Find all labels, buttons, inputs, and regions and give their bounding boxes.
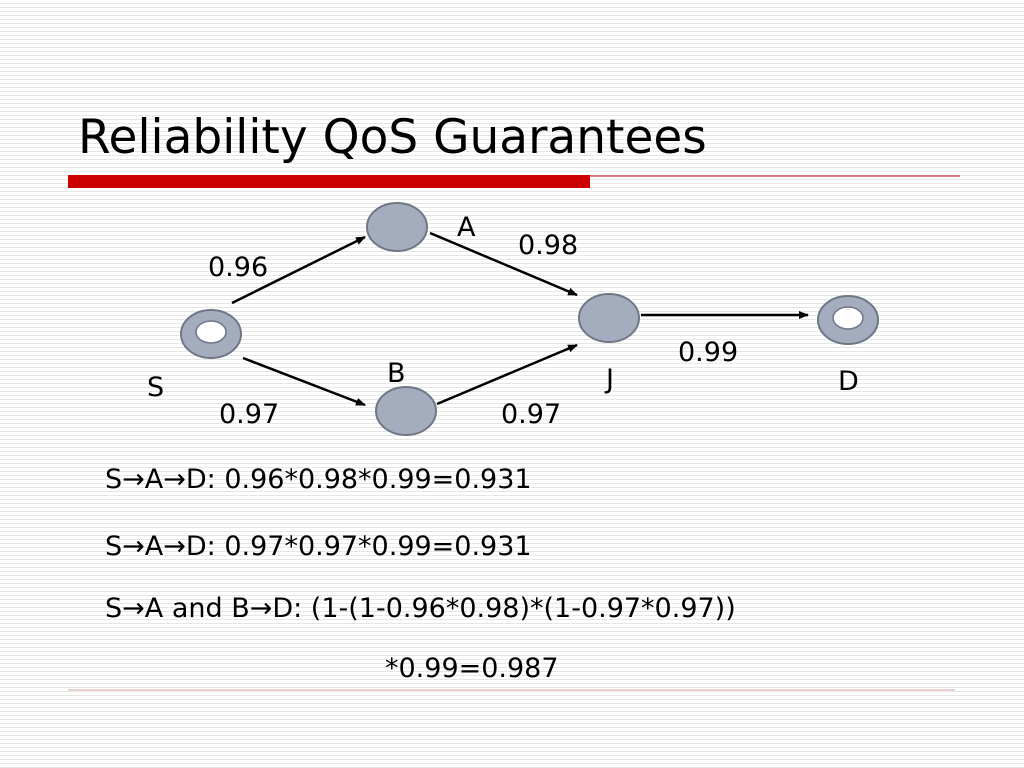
node — [375, 386, 437, 436]
edge-arrow — [242, 356, 366, 407]
edge-label: 0.99 — [678, 337, 738, 368]
edge-label: 0.96 — [208, 252, 268, 283]
edge-arrow — [436, 343, 578, 406]
node-label: B — [387, 358, 406, 389]
edge-label: 0.97 — [501, 399, 561, 430]
edge-label: 0.98 — [518, 230, 578, 261]
edge-arrow — [429, 231, 578, 297]
node — [366, 202, 428, 252]
node-label: S — [147, 372, 164, 403]
edge-arrow — [231, 235, 366, 305]
formula: S→A→D: 0.96*0.98*0.99=0.931 — [105, 464, 532, 495]
formula: *0.99=0.987 — [385, 653, 559, 684]
title: Reliability QoS Guarantees — [78, 110, 707, 165]
title-bar — [68, 175, 590, 188]
node-label: A — [457, 212, 476, 243]
edge-label: 0.97 — [219, 399, 279, 430]
formula: S→A→D: 0.97*0.97*0.99=0.931 — [105, 531, 532, 562]
node-ring — [832, 306, 864, 330]
node-label: J — [604, 364, 614, 395]
node — [578, 293, 640, 343]
node-ring — [195, 320, 227, 344]
formula: S→A and B→D: (1-(1-0.96*0.98)*(1-0.97*0.… — [105, 593, 736, 624]
node-label: D — [838, 366, 859, 397]
